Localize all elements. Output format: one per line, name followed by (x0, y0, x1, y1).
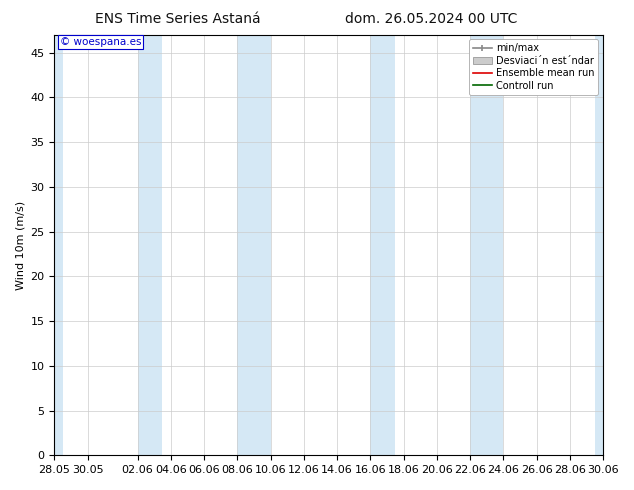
Text: © woespana.es: © woespana.es (60, 37, 141, 47)
Bar (595, 35, 603, 455)
Bar (55, 35, 63, 455)
Legend: min/max, Desviaci´n est´ndar, Ensemble mean run, Controll run: min/max, Desviaci´n est´ndar, Ensemble m… (469, 40, 598, 95)
Bar (370, 35, 396, 455)
Y-axis label: Wind 10m (m/s): Wind 10m (m/s) (15, 200, 25, 290)
Bar (237, 35, 271, 455)
Bar (138, 35, 162, 455)
Text: dom. 26.05.2024 00 UTC: dom. 26.05.2024 00 UTC (345, 12, 517, 26)
Text: ENS Time Series Astaná: ENS Time Series Astaná (94, 12, 261, 26)
Bar (470, 35, 503, 455)
